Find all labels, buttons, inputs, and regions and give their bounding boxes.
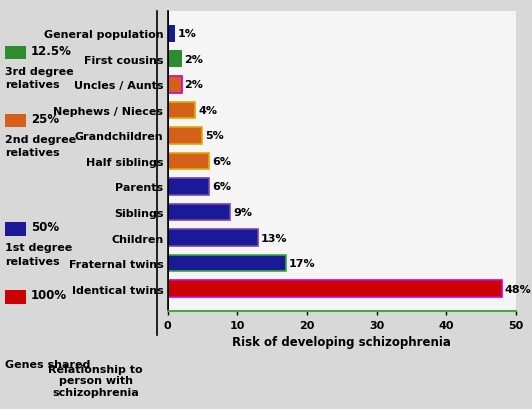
Bar xyxy=(168,77,181,93)
Bar xyxy=(168,26,174,43)
Text: 9%: 9% xyxy=(233,207,252,218)
Text: 6%: 6% xyxy=(212,182,231,192)
Text: 25%: 25% xyxy=(31,112,59,125)
Text: 100%: 100% xyxy=(31,289,67,302)
Text: relatives: relatives xyxy=(5,80,60,90)
Bar xyxy=(168,153,210,170)
Text: 6%: 6% xyxy=(212,157,231,166)
Text: 2%: 2% xyxy=(184,80,203,90)
Bar xyxy=(168,230,258,246)
Text: 4%: 4% xyxy=(198,106,217,116)
Text: 3rd degree: 3rd degree xyxy=(5,66,74,76)
Text: 5%: 5% xyxy=(205,131,224,141)
Text: 2nd degree: 2nd degree xyxy=(5,134,77,144)
Bar xyxy=(168,128,202,144)
Text: 2%: 2% xyxy=(184,55,203,65)
Text: 48%: 48% xyxy=(505,284,531,294)
Bar xyxy=(168,51,181,68)
Bar xyxy=(168,204,230,221)
Text: Genes shared: Genes shared xyxy=(5,359,90,369)
Text: relatives: relatives xyxy=(5,256,60,266)
Text: 1st degree: 1st degree xyxy=(5,243,72,253)
Text: relatives: relatives xyxy=(5,148,60,158)
Bar xyxy=(168,102,195,119)
Bar xyxy=(168,179,210,196)
Text: Relationship to
person with
schizophrenia: Relationship to person with schizophreni… xyxy=(48,364,143,397)
Text: 12.5%: 12.5% xyxy=(31,45,72,57)
Text: 50%: 50% xyxy=(31,221,59,234)
Bar xyxy=(168,255,286,272)
Text: 17%: 17% xyxy=(289,258,315,268)
Text: 1%: 1% xyxy=(177,29,196,39)
Bar xyxy=(168,281,502,297)
Text: 13%: 13% xyxy=(261,233,287,243)
X-axis label: Risk of developing schizophrenia: Risk of developing schizophrenia xyxy=(232,335,451,348)
